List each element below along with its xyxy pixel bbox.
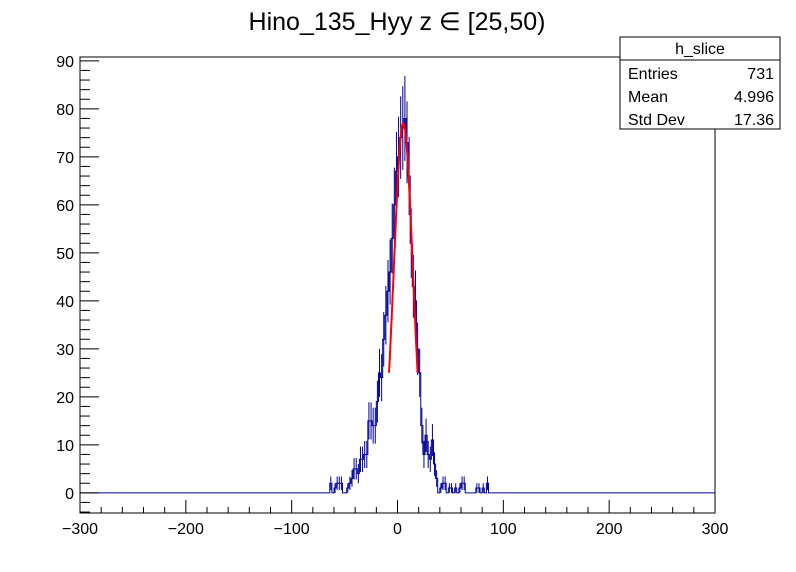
- histogram-outline: [80, 117, 715, 494]
- y-tick-label: 90: [56, 54, 74, 71]
- x-tick-label: 200: [596, 521, 623, 538]
- stats-stddev-label: Std Dev: [628, 112, 685, 129]
- y-tick-label: 40: [56, 294, 74, 311]
- stats-mean-value: 4.996: [734, 89, 774, 106]
- y-tick-label: 10: [56, 438, 74, 455]
- stats-entries-label: Entries: [628, 66, 678, 83]
- y-tick-label: 70: [56, 150, 74, 167]
- fit-curve: [388, 121, 419, 373]
- stats-title: h_slice: [675, 41, 725, 58]
- stats-box: h_slice Entries 731 Mean 4.996 Std Dev 1…: [619, 36, 781, 130]
- y-tick-label: 60: [56, 198, 74, 215]
- chart-title: Hino_135_Hyy z ∈ [25,50): [249, 8, 546, 36]
- x-tick-label: −200: [168, 521, 204, 538]
- x-tick-label: −300: [62, 521, 98, 538]
- stats-box-frame: [619, 36, 781, 130]
- x-tick-label: −100: [274, 521, 310, 538]
- stats-mean-label: Mean: [628, 89, 668, 106]
- y-axis: 0 10 20 30 40 50 60 70 80 90: [56, 54, 99, 513]
- stats-stddev-value: 17.36: [734, 112, 774, 129]
- y-tick-label: 0: [65, 486, 74, 503]
- y-tick-label: 50: [56, 246, 74, 263]
- y-tick-label: 30: [56, 342, 74, 359]
- y-tick-label: 20: [56, 390, 74, 407]
- stats-entries-value: 731: [747, 66, 774, 83]
- y-tick-label: 80: [56, 102, 74, 119]
- plot-area: [80, 76, 715, 494]
- x-axis: −300 −200 −100 0 100 200 300: [62, 500, 728, 538]
- x-tick-label: 100: [490, 521, 517, 538]
- x-tick-label: 300: [702, 521, 729, 538]
- x-tick-label: 0: [393, 521, 402, 538]
